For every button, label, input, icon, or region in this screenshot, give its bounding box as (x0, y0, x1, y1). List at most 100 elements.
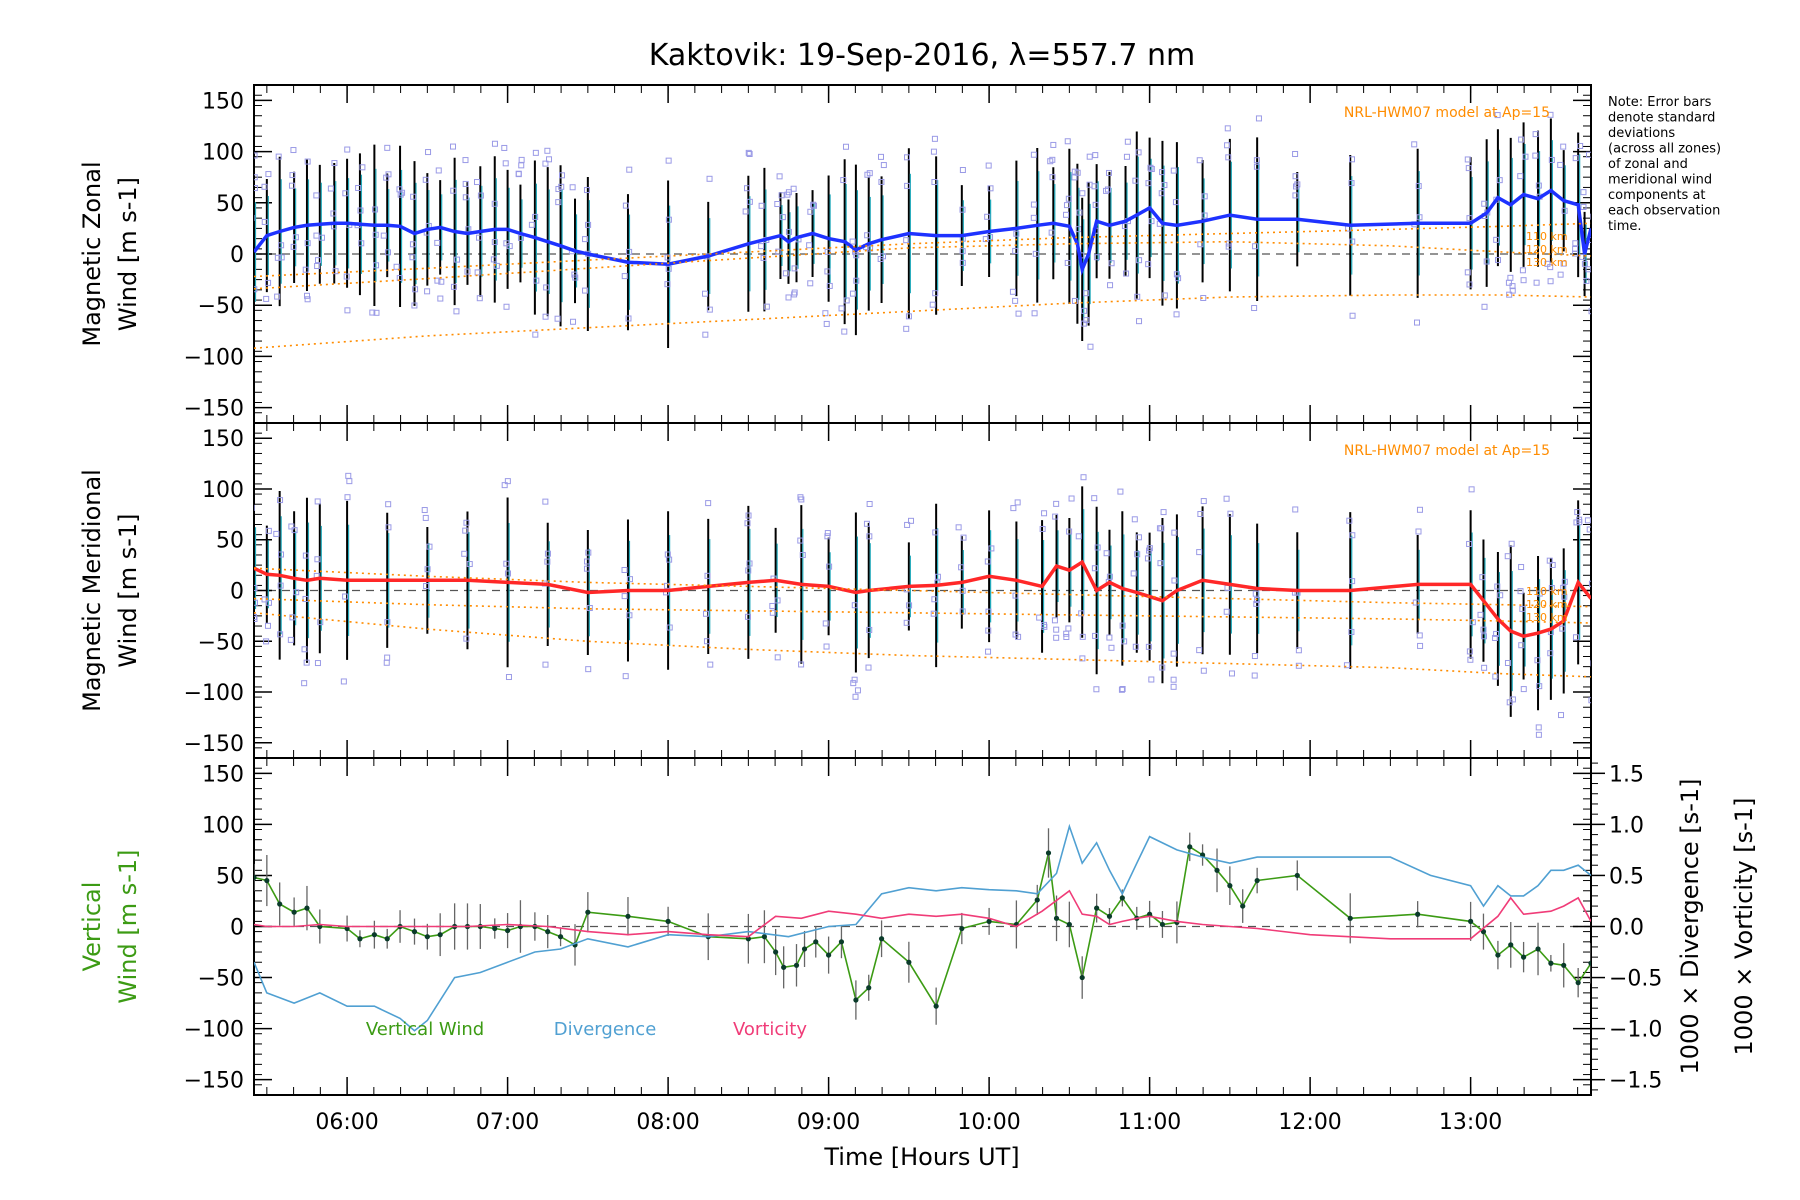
series-line-nrl-hwm07-110-km (254, 567, 1591, 608)
sample-point (1012, 297, 1019, 304)
vertical-wind-point (1294, 872, 1300, 879)
sample-point (1157, 560, 1164, 567)
sample-point (1075, 533, 1082, 540)
sample-point (555, 186, 562, 193)
sample-point (1121, 223, 1128, 230)
sample-point (532, 149, 539, 156)
sample-point (1197, 511, 1204, 518)
sample-point (491, 140, 498, 147)
vertical-wind-point (1254, 877, 1260, 884)
sample-point (314, 498, 321, 505)
sample-point (1148, 218, 1155, 225)
sample-point (785, 189, 792, 196)
sample-point (290, 243, 297, 250)
sample-point (1251, 305, 1258, 312)
sample-point (1078, 610, 1085, 617)
sample-point (304, 292, 311, 299)
sample-point (931, 596, 938, 603)
vertical-wind-point (761, 934, 768, 940)
sample-point (1053, 626, 1060, 633)
sample-point (261, 183, 268, 190)
sample-point (775, 248, 782, 255)
sample-point (782, 270, 789, 277)
sample-point (931, 135, 938, 142)
note-line: components at (1608, 188, 1706, 203)
y-tick-label: −100 (184, 345, 244, 370)
sample-point (1466, 281, 1473, 288)
vertical-wind-point (793, 962, 800, 968)
sample-point (1148, 676, 1155, 683)
sample-point (1586, 526, 1591, 533)
sample-point (533, 277, 540, 284)
sample-point (1414, 319, 1421, 326)
vertical-wind-point (665, 918, 671, 924)
sample-point (763, 303, 770, 310)
sample-point (1032, 250, 1039, 257)
sample-point (824, 533, 831, 540)
y-tick-label: −150 (184, 397, 244, 422)
sample-point (344, 307, 351, 314)
sample-point (1171, 529, 1178, 536)
altitude-label: 120 km (1526, 243, 1568, 256)
sample-point (824, 268, 831, 275)
sample-point (422, 514, 429, 521)
sample-point (278, 242, 285, 249)
sample-point (476, 234, 483, 241)
sample-point (1493, 236, 1500, 243)
sample-point (410, 193, 417, 200)
sample-point (1170, 167, 1177, 174)
sample-point (626, 166, 633, 173)
sample-point (985, 648, 992, 655)
sample-point (758, 202, 765, 209)
sample-point (1108, 644, 1115, 651)
sample-point (278, 551, 285, 558)
sample-point (411, 302, 418, 309)
sample-point (1196, 549, 1203, 556)
x-tick-label: 09:00 (797, 1110, 860, 1135)
sample-point (572, 274, 579, 281)
sample-point (1013, 230, 1020, 237)
vertical-wind-point (986, 918, 992, 924)
sample-point (437, 295, 444, 302)
sample-point (1068, 495, 1075, 502)
sample-point (1547, 278, 1554, 285)
sample-point (852, 693, 859, 700)
altitude-label: 110 km (1526, 585, 1568, 598)
vertical-wind-point (264, 877, 270, 884)
sample-point (585, 666, 592, 673)
x-tick-label: 12:00 (1278, 1110, 1341, 1135)
sample-point (380, 232, 387, 239)
sample-point (798, 496, 805, 503)
sample-point (842, 143, 849, 150)
vertical-wind-point (304, 905, 310, 911)
sample-point (254, 286, 258, 293)
sample-point (1253, 157, 1260, 164)
sample-point (1584, 517, 1591, 524)
y-axis-label-line-2: Wind [m s-1] (114, 849, 142, 1003)
sample-point (1065, 625, 1072, 632)
sample-point (932, 529, 939, 536)
sample-point (425, 149, 432, 156)
sample-point (1417, 642, 1424, 649)
sample-point (1009, 288, 1016, 295)
sample-point (518, 162, 525, 169)
sample-point (477, 192, 484, 199)
y-tick-label: 0 (230, 916, 244, 941)
vertical-wind-point (424, 934, 430, 940)
note-line: meridional wind (1608, 173, 1712, 188)
x-tick-label: 06:00 (315, 1110, 378, 1135)
sample-point (746, 198, 753, 205)
sample-point (1349, 156, 1356, 163)
sample-point (1119, 622, 1126, 629)
sample-point (528, 221, 535, 228)
sample-point (908, 517, 915, 524)
sample-point (791, 291, 798, 298)
sample-point (985, 608, 992, 615)
sample-point (314, 556, 321, 563)
y-tick-label: −50 (198, 630, 244, 655)
sample-point (1416, 214, 1423, 221)
y-tick-label: 0 (230, 243, 244, 268)
sample-point (518, 156, 525, 163)
note-line: Note: Error bars (1608, 95, 1712, 110)
